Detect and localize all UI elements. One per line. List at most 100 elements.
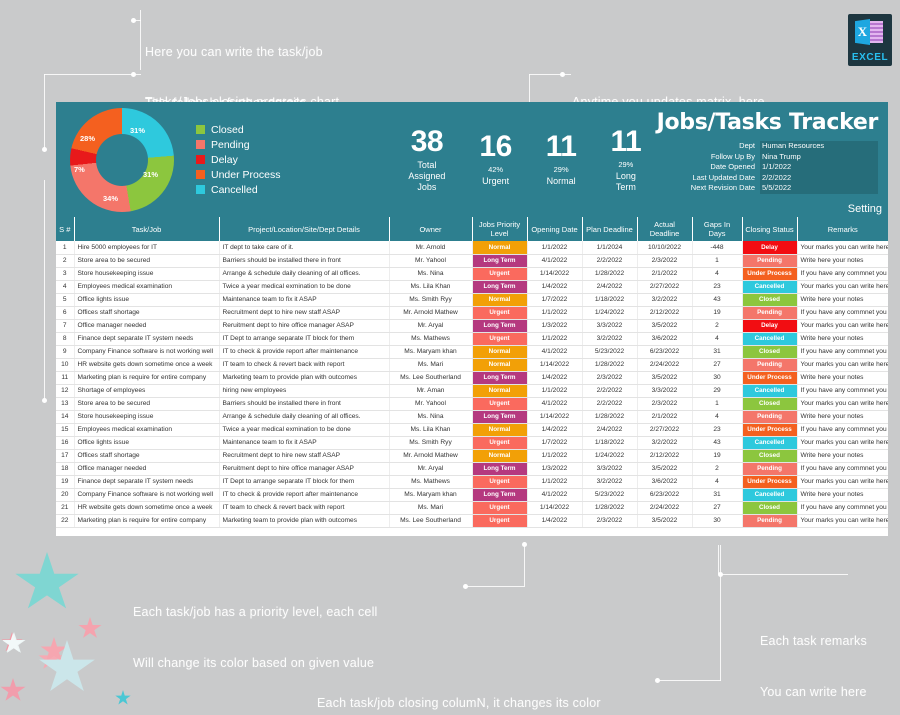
row-owner[interactable]: Mr. Aryal [389, 462, 473, 476]
meta-value[interactable]: 5/5/2022 [760, 183, 878, 194]
row-project[interactable]: IT team to check & revert back with repo… [219, 501, 390, 515]
row-project[interactable]: Marketing team to provide plan with outc… [219, 371, 390, 385]
row-opening-date[interactable]: 4/1/2022 [527, 488, 583, 502]
row-id[interactable]: 11 [56, 371, 75, 385]
col-header-task[interactable]: Task/Job [74, 217, 220, 241]
row-closing-status[interactable]: Pending [742, 410, 798, 424]
row-owner[interactable]: Ms. Smith Ryy [389, 293, 473, 307]
table-row[interactable]: 5 Office lights issue Maintenance team to … [56, 293, 888, 307]
row-id[interactable]: 5 [56, 293, 75, 307]
table-row[interactable]: 2 Store area to be secured Barriers should… [56, 254, 888, 268]
row-owner[interactable]: Mr. Arnold Mathew [389, 306, 473, 320]
row-gaps-in-days[interactable]: 4 [692, 410, 743, 424]
row-task[interactable]: Hire 5000 employees for IT [74, 241, 220, 255]
row-plan-deadline[interactable]: 2/2/2022 [582, 397, 638, 411]
row-remarks[interactable]: Your marks you can write here [797, 319, 888, 333]
table-row[interactable]: 18 Office manager needed Reruitment dept t… [56, 462, 888, 476]
row-closing-status[interactable]: Delay [742, 241, 798, 255]
row-task[interactable]: Store area to be secured [74, 397, 220, 411]
row-plan-deadline[interactable]: 1/28/2022 [582, 267, 638, 281]
row-owner[interactable]: Mr. Yahool [389, 397, 473, 411]
row-task[interactable]: Offices staff shortage [74, 449, 220, 463]
row-closing-status[interactable]: Under Process [742, 475, 798, 489]
row-remarks[interactable]: If you have any commnet you can write th… [797, 267, 888, 281]
row-project[interactable]: Reruitment dept to hire office manager A… [219, 319, 390, 333]
row-closing-status[interactable]: Closed [742, 397, 798, 411]
row-id[interactable]: 14 [56, 410, 75, 424]
row-plan-deadline[interactable]: 5/23/2022 [582, 488, 638, 502]
row-gaps-in-days[interactable]: 2 [692, 319, 743, 333]
setting-button[interactable]: Setting [847, 203, 882, 215]
row-closing-status[interactable]: Delay [742, 319, 798, 333]
row-actual-deadline[interactable]: 2/3/2022 [637, 397, 693, 411]
row-opening-date[interactable]: 1/3/2022 [527, 319, 583, 333]
row-actual-deadline[interactable]: 3/5/2022 [637, 371, 693, 385]
row-gaps-in-days[interactable]: 29 [692, 384, 743, 398]
row-remarks[interactable]: Write here your notes [797, 410, 888, 424]
row-priority[interactable]: Long Term [472, 280, 528, 294]
row-id[interactable]: 13 [56, 397, 75, 411]
table-row[interactable]: 16 Office lights issue Maintenance team to… [56, 436, 888, 450]
row-opening-date[interactable]: 1/1/2022 [527, 241, 583, 255]
col-header-status[interactable]: Closing Status [742, 217, 798, 241]
row-id[interactable]: 8 [56, 332, 75, 346]
row-closing-status[interactable]: Closed [742, 345, 798, 359]
row-gaps-in-days[interactable]: 43 [692, 293, 743, 307]
row-remarks[interactable]: Your marks you can write here [797, 436, 888, 450]
row-opening-date[interactable]: 1/4/2022 [527, 514, 583, 528]
row-plan-deadline[interactable]: 1/24/2022 [582, 306, 638, 320]
col-header-project[interactable]: Project/Location/Site/Dept Details [219, 217, 390, 241]
row-remarks[interactable]: Your marks you can write here [797, 475, 888, 489]
row-gaps-in-days[interactable]: 27 [692, 358, 743, 372]
row-priority[interactable]: Long Term [472, 319, 528, 333]
row-actual-deadline[interactable]: 2/12/2022 [637, 449, 693, 463]
row-priority[interactable]: Normal [472, 293, 528, 307]
row-plan-deadline[interactable]: 2/2/2022 [582, 384, 638, 398]
row-owner[interactable]: Ms. Mari [389, 358, 473, 372]
row-task[interactable]: Office lights issue [74, 436, 220, 450]
col-header-gaps[interactable]: Gaps In Days [692, 217, 743, 241]
table-row[interactable]: 1 Hire 5000 employees for IT IT dept to ta… [56, 241, 888, 255]
row-task[interactable]: Marketing plan is require for entire com… [74, 514, 220, 528]
row-opening-date[interactable]: 1/4/2022 [527, 423, 583, 437]
row-remarks[interactable]: If you have any commnet you can write th… [797, 501, 888, 515]
row-remarks[interactable]: Write here your notes [797, 293, 888, 307]
row-remarks[interactable]: Your marks you can write here [797, 241, 888, 255]
row-remarks[interactable]: If you have any commnet you can write th… [797, 306, 888, 320]
row-id[interactable]: 7 [56, 319, 75, 333]
row-id[interactable]: 2 [56, 254, 75, 268]
row-opening-date[interactable]: 4/1/2022 [527, 254, 583, 268]
row-owner[interactable]: Ms. Nina [389, 267, 473, 281]
row-actual-deadline[interactable]: 2/24/2022 [637, 358, 693, 372]
row-priority[interactable]: Long Term [472, 410, 528, 424]
row-closing-status[interactable]: Closed [742, 293, 798, 307]
row-actual-deadline[interactable]: 2/3/2022 [637, 254, 693, 268]
row-task[interactable]: Company Finance software is not working … [74, 345, 220, 359]
table-row[interactable]: 8 Finance dept separate IT system needs IT… [56, 332, 888, 346]
row-id[interactable]: 21 [56, 501, 75, 515]
row-priority[interactable]: Normal [472, 384, 528, 398]
row-id[interactable]: 20 [56, 488, 75, 502]
table-row[interactable]: 12 Shortage of employees hiring new employ… [56, 384, 888, 398]
table-row[interactable]: 4 Employees medical examination Twice a ye… [56, 280, 888, 294]
row-id[interactable]: 22 [56, 514, 75, 528]
row-owner[interactable]: Ms. Mari [389, 501, 473, 515]
row-plan-deadline[interactable]: 1/18/2022 [582, 436, 638, 450]
meta-value[interactable]: Nina Trump [760, 151, 878, 162]
row-project[interactable]: Twice a year medical exmination to be do… [219, 423, 390, 437]
row-remarks[interactable]: If you have any commnet you can write th… [797, 384, 888, 398]
row-priority[interactable]: Normal [472, 241, 528, 255]
row-owner[interactable]: Ms. Smith Ryy [389, 436, 473, 450]
row-owner[interactable]: Ms. Lila Khan [389, 423, 473, 437]
col-header-owner[interactable]: Owner [389, 217, 473, 241]
row-actual-deadline[interactable]: 2/12/2022 [637, 306, 693, 320]
row-opening-date[interactable]: 1/4/2022 [527, 280, 583, 294]
row-task[interactable]: Finance dept separate IT system needs [74, 475, 220, 489]
row-project[interactable]: Arrange & schedule daily cleaning of all… [219, 267, 390, 281]
table-row[interactable]: 11 Marketing plan is require for entire c… [56, 371, 888, 385]
row-project[interactable]: Recruitment dept to hire new staff ASAP [219, 449, 390, 463]
row-priority[interactable]: Urgent [472, 306, 528, 320]
row-closing-status[interactable]: Cancelled [742, 384, 798, 398]
row-id[interactable]: 18 [56, 462, 75, 476]
row-owner[interactable]: Ms. Mathews [389, 475, 473, 489]
